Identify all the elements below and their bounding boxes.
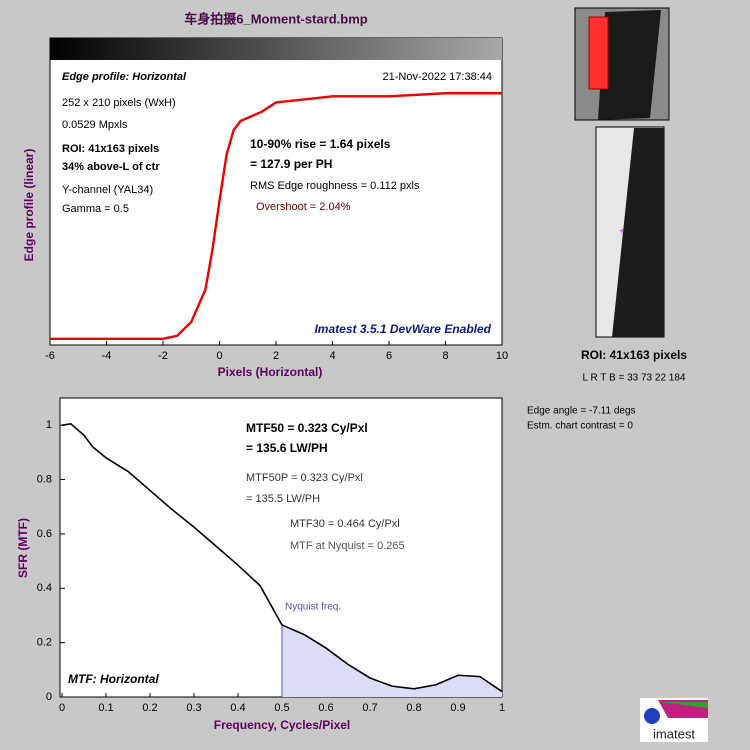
x-tick-label: -4 — [102, 350, 112, 362]
x-axis-label: Pixels (Horizontal) — [218, 365, 323, 379]
y-tick-label: 0.6 — [37, 528, 52, 540]
x-tick-label: 2 — [273, 350, 279, 362]
y-tick-label: 0.2 — [37, 637, 52, 649]
x-tick-label: 0.7 — [362, 702, 377, 714]
watermark: Imatest 3.5.1 DevWare Enabled — [314, 322, 491, 336]
x-tick-label: 10 — [496, 350, 508, 362]
chart-title: 车身拍摄6_Moment-stard.bmp — [184, 11, 368, 26]
info: 34% above-L of ctr — [62, 161, 160, 173]
y-tick-label: 0.8 — [37, 473, 52, 485]
roi-box — [588, 16, 609, 90]
info: Gamma = 0.5 — [62, 203, 129, 215]
x-tick-label: 0 — [59, 702, 65, 714]
result: 10-90% rise = 1.64 pixels — [250, 137, 391, 151]
result: MTF at Nyquist = 0.265 — [290, 540, 405, 552]
y-tick-label: 1 — [46, 419, 52, 431]
logo-text: imatest — [653, 726, 695, 741]
result: MTF30 = 0.464 Cy/Pxl — [290, 518, 400, 530]
result: RMS Edge roughness = 0.112 pxls — [250, 180, 420, 192]
x-tick-label: 0.9 — [450, 702, 465, 714]
y-tick-label: 0.4 — [37, 582, 52, 594]
x-tick-label: 0.8 — [406, 702, 421, 714]
info: 0.0529 Mpxls — [62, 119, 128, 131]
y-tick-label: 0 — [46, 691, 52, 703]
x-tick-label: -6 — [45, 350, 55, 362]
nyquist-area — [282, 624, 502, 697]
plot-area — [59, 397, 503, 698]
x-tick-label: 0.3 — [186, 702, 201, 714]
logo-ball — [644, 708, 660, 724]
plot-area — [49, 37, 503, 346]
side-info: Edge angle = -7.11 degs — [527, 406, 636, 417]
y-axis-label: SFR (MTF) — [16, 518, 30, 578]
info: ROI: 41x163 pixels — [62, 143, 159, 155]
panel-title: MTF: Horizontal — [68, 672, 159, 686]
info: Y-channel (YAL34) — [62, 184, 153, 196]
y-axis-label: Edge profile (linear) — [22, 149, 36, 262]
roi-center: + — [619, 227, 625, 238]
x-tick-label: 6 — [386, 350, 392, 362]
roi-edge — [612, 128, 664, 337]
x-tick-label: 0.4 — [230, 702, 245, 714]
logo-stripes — [660, 702, 708, 708]
x-tick-label: 0.1 — [98, 702, 113, 714]
line — [50, 92, 502, 341]
panel-title: Edge profile: Horizontal — [62, 71, 187, 83]
x-axis-label: Frequency, Cycles/Pixel — [214, 718, 351, 732]
x-tick-label: 1 — [499, 702, 505, 714]
result: = 127.9 per PH — [250, 157, 332, 171]
x-tick-label: 0.5 — [274, 702, 289, 714]
x-tick-label: 0 — [216, 350, 222, 362]
x-tick-label: 0.6 — [318, 702, 333, 714]
timestamp: 21-Nov-2022 17:38:44 — [383, 71, 492, 83]
marker-label: Nyquist freq. — [285, 602, 341, 613]
info: 252 x 210 pixels (WxH) — [62, 97, 176, 109]
result: MTF50P = 0.323 Cy/Pxl — [246, 472, 363, 484]
gray-bar — [50, 38, 502, 60]
result: Overshoot = 2.04% — [256, 201, 351, 213]
result: = 135.5 LW/PH — [246, 493, 320, 505]
result: MTF50 = 0.323 Cy/Pxl — [246, 421, 368, 435]
result: = 135.6 LW/PH — [246, 441, 328, 455]
roi-label: ROI: 41x163 pixels — [581, 348, 687, 362]
roi-coords: L R T B = 33 73 22 184 — [583, 373, 686, 384]
x-tick-label: 0.2 — [142, 702, 157, 714]
x-tick-label: -2 — [158, 350, 168, 362]
thumbnail-edge — [598, 10, 661, 120]
side-info: Estm. chart contrast = 0 — [527, 421, 633, 432]
x-tick-label: 4 — [329, 350, 335, 362]
x-tick-label: 8 — [442, 350, 448, 362]
line — [61, 422, 503, 693]
